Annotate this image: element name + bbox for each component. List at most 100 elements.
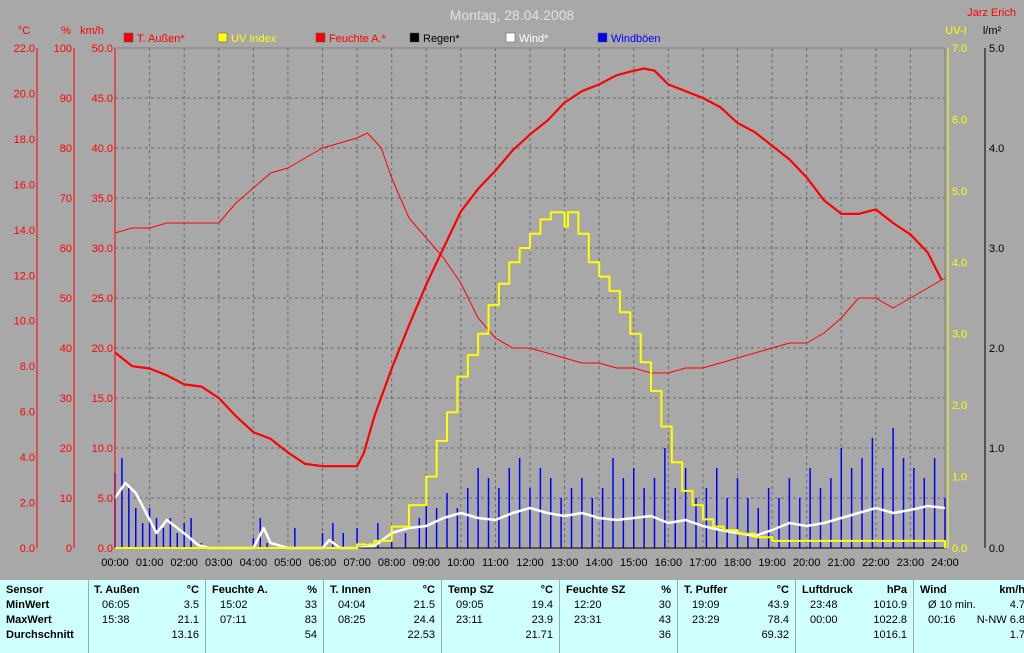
temp-tick-label: 18.0: [14, 134, 35, 146]
stat-column: Wind km/h Ø 10 min. 4.7 00:16 N-NW 6.8 1.7: [914, 580, 1024, 653]
hum-tick-label: 10: [60, 493, 72, 505]
temp-tick-label: 6.0: [20, 407, 35, 419]
stat-column: Temp SZ °C 09:05 19.4 23:11 23.9 21.71: [442, 580, 560, 653]
weather-chart: Montag, 28.04.2008 Jarz Erich 00:00 01:00…: [14, 7, 1016, 569]
wind-tick-label: 15.0: [92, 393, 113, 405]
stat-min-value: 19.4: [531, 599, 553, 611]
hum-tick-label: 0: [66, 543, 72, 555]
wind-tick-label: 45.0: [92, 93, 113, 105]
legend-label: UV Index: [231, 33, 277, 45]
stat-average: 13.16: [171, 629, 199, 641]
wind-tick-label: 40.0: [92, 143, 113, 155]
legend-label: Windböen: [611, 33, 661, 45]
stat-max-time: 23:31: [574, 614, 602, 626]
stat-name: T. Innen: [330, 584, 371, 596]
author-label: Jarz Erich: [967, 7, 1016, 19]
hum-tick-label: 20: [60, 443, 72, 455]
stat-min-value: 4.7: [1009, 599, 1024, 611]
rain-tick-label: 1.0: [989, 443, 1004, 455]
stat-column: Luftdruck hPa 23:48 1010.9 00:00 1022.8 1016.1: [796, 580, 914, 653]
stat-max-value: 43: [658, 614, 671, 626]
x-tick-label: 22:00: [862, 557, 890, 569]
stat-average: 1016.1: [873, 629, 907, 641]
stat-average: 36: [658, 629, 671, 641]
stat-column: Feuchte SZ% 12:20 30 23:31 43 36: [560, 580, 678, 653]
stat-average: 69.32: [761, 629, 789, 641]
legend-swatch: [123, 32, 134, 43]
legend-swatch: [409, 32, 420, 43]
sensor-row-label: MaxWert: [6, 614, 52, 626]
legend-swatch: [597, 32, 608, 43]
stat-average: 54: [304, 629, 317, 641]
stat-name: T. Außen: [94, 584, 140, 596]
legend-label: Feuchte A.*: [329, 33, 387, 45]
stat-max-time: 23:11: [456, 614, 483, 626]
x-tick-label: 04:00: [240, 557, 268, 569]
stat-max-time: 00:16: [928, 614, 956, 626]
stat-column: T. Innen °C 04:04 21.5 08:25 24.4 22.53: [324, 580, 442, 653]
legend-swatch: [315, 32, 326, 43]
x-tick-label: 09:00: [412, 557, 440, 569]
wind-tick-label: 20.0: [92, 343, 113, 355]
temp-tick-label: 14.0: [14, 225, 35, 237]
stat-max-value: N-NW 6.8: [976, 614, 1024, 626]
uv-tick-label: 5.0: [952, 186, 967, 198]
stat-unit: °C: [422, 584, 435, 596]
x-tick-label: 06:00: [309, 557, 337, 569]
rain-tick-label: 0.0: [989, 543, 1004, 555]
rain-tick-label: 2.0: [989, 343, 1004, 355]
x-tick-label: 16:00: [655, 557, 683, 569]
wind-tick-label: 50.0: [92, 43, 113, 55]
stat-min-time: 15:02: [220, 599, 248, 611]
x-tick-label: 15:00: [620, 557, 648, 569]
stat-average: 21.71: [525, 629, 553, 641]
hum-tick-label: 40: [60, 343, 72, 355]
hum-tick-label: 100: [54, 43, 72, 55]
hum-tick-label: 70: [60, 193, 72, 205]
stat-max-time: 15:38: [102, 614, 130, 626]
x-tick-label: 14:00: [585, 557, 613, 569]
x-tick-label: 23:00: [897, 557, 925, 569]
temp-tick-label: 16.0: [14, 179, 35, 191]
x-tick-label: 12:00: [516, 557, 544, 569]
stat-name: Temp SZ: [448, 584, 494, 596]
temp-tick-label: 12.0: [14, 270, 35, 282]
stat-min-value: 3.5: [183, 599, 199, 611]
stat-min-time: 12:20: [574, 599, 602, 611]
x-tick-label: 20:00: [793, 557, 821, 569]
stat-max-value: 78.4: [767, 614, 789, 626]
stat-name: Wind: [920, 584, 947, 596]
hum-tick-label: 30: [60, 393, 72, 405]
stat-min-time: 09:05: [456, 599, 484, 611]
x-tick-label: 21:00: [827, 557, 855, 569]
hum-unit-label: %: [61, 25, 71, 37]
wind-unit-label: km/h: [80, 25, 104, 37]
stat-min-time: Ø 10 min.: [928, 599, 976, 611]
stat-max-value: 21.1: [177, 614, 199, 626]
sensor-row-label: Sensor: [6, 584, 44, 596]
wind-tick-label: 5.0: [98, 493, 113, 505]
hum-tick-label: 50: [60, 293, 72, 305]
hum-tick-label: 80: [60, 143, 72, 155]
t-au-en-series-line: [114, 67, 943, 468]
wind-tick-label: 0.0: [98, 543, 113, 555]
stat-unit: %: [661, 584, 671, 596]
x-tick-label: 24:00: [931, 557, 959, 569]
stat-min-time: 23:48: [810, 599, 838, 611]
stat-average: 22.53: [407, 629, 435, 641]
sensor-row-label: MinWert: [6, 599, 50, 611]
rain-tick-label: 4.0: [989, 143, 1004, 155]
stat-unit: %: [307, 584, 317, 596]
legend-label: Regen*: [423, 33, 460, 45]
rain-tick-label: 3.0: [989, 243, 1004, 255]
temp-tick-label: 4.0: [20, 452, 35, 464]
stat-unit: °C: [540, 584, 553, 596]
x-tick-label: 18:00: [724, 557, 752, 569]
feuchte-a-series-line: [114, 132, 946, 374]
sensor-column: Sensor MinWert MaxWert Durchschnitt: [0, 580, 89, 653]
stat-name: Feuchte SZ: [566, 584, 626, 596]
x-tick-label: 17:00: [689, 557, 717, 569]
uv-index-series-line: [115, 211, 946, 549]
stat-name: Luftdruck: [802, 584, 853, 596]
rain-tick-label: 5.0: [989, 43, 1004, 55]
